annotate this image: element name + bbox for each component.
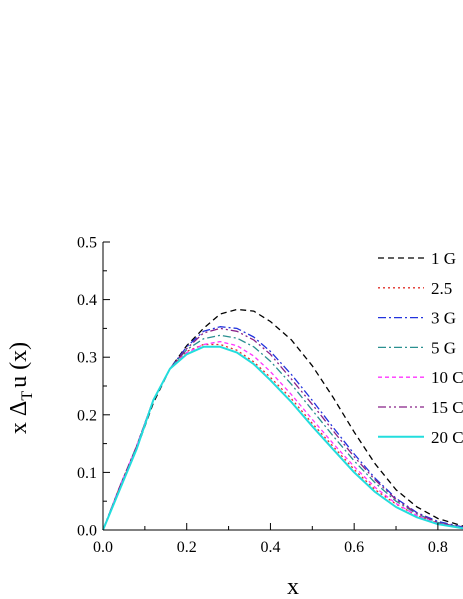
series-line-4: [102, 340, 463, 531]
y-tick-label: 0.0: [77, 523, 97, 540]
x-ticks: 0.0 0.2 0.4 0.6 0.8: [93, 523, 448, 556]
legend-label: 15 C: [431, 398, 463, 417]
series-line-2: [102, 326, 463, 531]
legend-label: 1 G: [431, 249, 456, 268]
legend: 1 G 2.5 3 G 5 G 10 C 15 C 20 C: [378, 249, 463, 447]
y-axis-title-prefix: x Δ: [6, 401, 32, 434]
legend-label: 3 G: [431, 309, 456, 328]
legend-label: 2.5: [431, 279, 452, 298]
x-tick-label: 0.4: [260, 539, 280, 556]
y-tick-label: 0.2: [77, 407, 97, 424]
legend-label: 20 C: [431, 428, 463, 447]
series-line-6: [102, 345, 463, 531]
y-tick-label: 0.5: [77, 235, 97, 252]
x-tick-label: 0.0: [93, 539, 113, 556]
y-tick-label: 0.3: [77, 350, 97, 367]
x-axis-title: x: [287, 574, 299, 599]
series-line-5: [102, 327, 463, 531]
plot-lines: [102, 308, 463, 531]
y-axis-title-subscript: T: [19, 391, 36, 401]
x-tick-label: 0.8: [428, 539, 448, 556]
y-ticks: 0.0 0.1 0.2 0.3 0.4 0.5: [77, 235, 110, 540]
y-tick-label: 0.4: [77, 292, 97, 309]
axes: 0.0 0.2 0.4 0.6 0.8 0.0 0.1 0.2 0.3 0.4 0.5: [77, 235, 463, 556]
legend-label: 5 G: [431, 338, 456, 357]
y-axis-title-suffix: u (x): [6, 342, 32, 388]
x-tick-label: 0.2: [177, 539, 197, 556]
series-line-0: [102, 308, 463, 531]
y-tick-label: 0.1: [77, 465, 97, 482]
y-axis-title: x ΔTu (x): [6, 342, 36, 434]
legend-label: 10 C: [431, 368, 463, 387]
x-tick-label: 0.6: [344, 539, 364, 556]
